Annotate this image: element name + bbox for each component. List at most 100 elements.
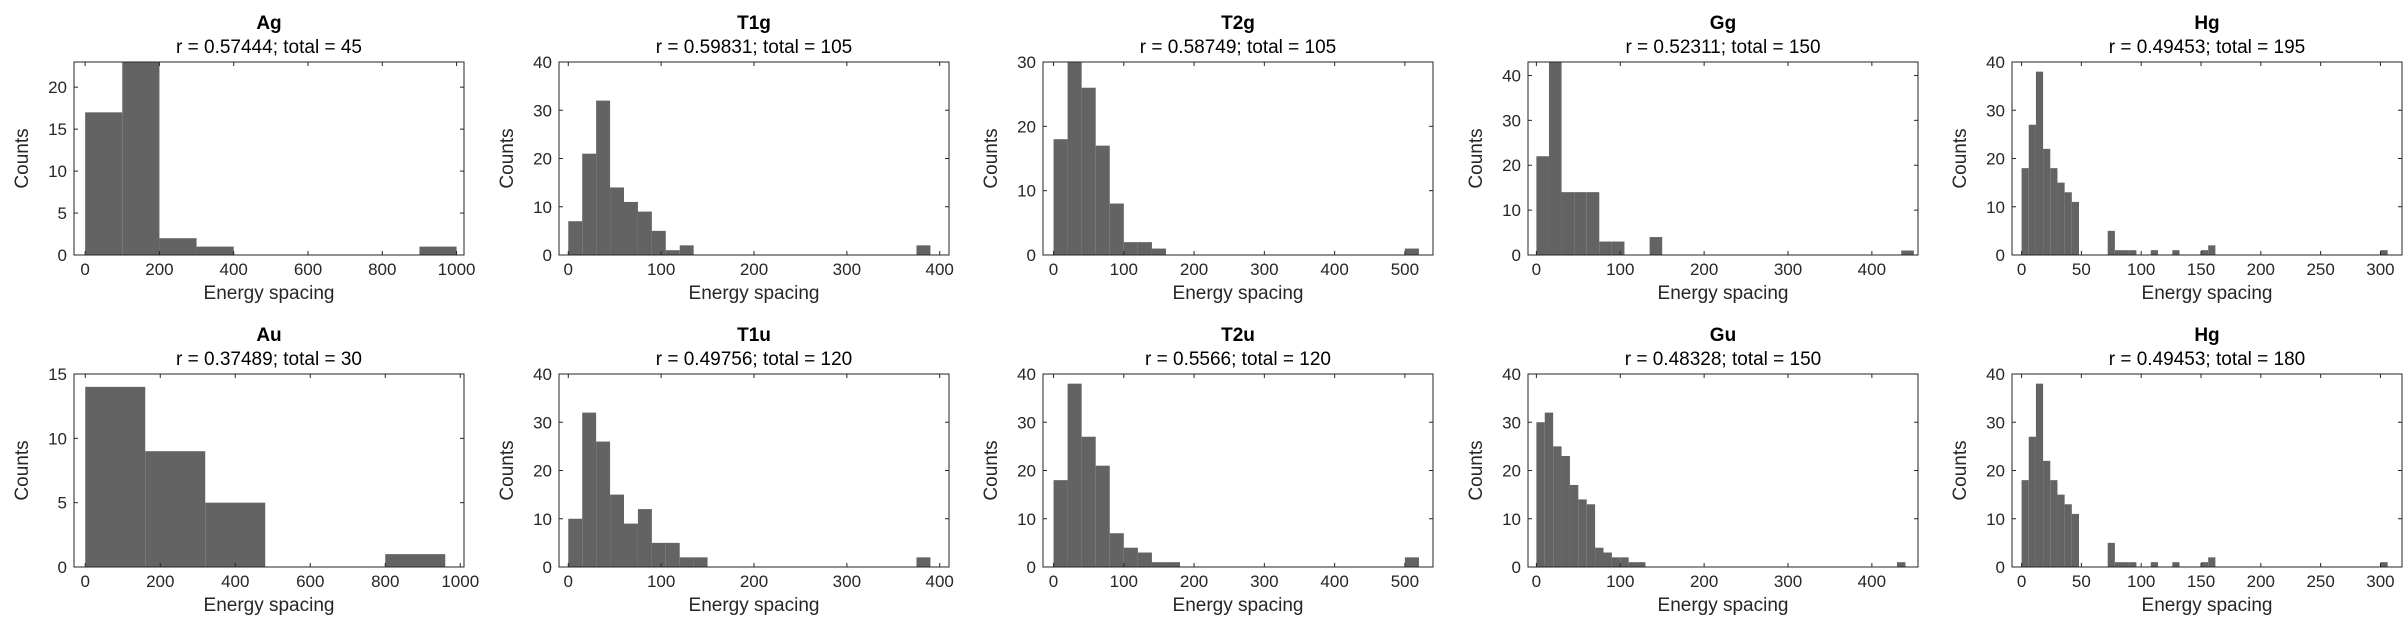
x-axis-label: Energy spacing — [1173, 595, 1304, 616]
y-tick-label: 20 — [1986, 462, 2005, 481]
x-tick-label: 400 — [1858, 260, 1886, 279]
y-tick-label: 20 — [1986, 150, 2005, 169]
y-tick-label: 10 — [1986, 198, 2005, 217]
y-tick-label: 20 — [48, 78, 67, 97]
histogram-bar — [2172, 250, 2180, 255]
histogram-bar — [651, 230, 666, 255]
histogram-bar — [2114, 562, 2123, 567]
histogram-bar — [1574, 192, 1587, 255]
chart-title: Gu — [1710, 325, 1736, 346]
x-tick-label: 500 — [1391, 572, 1419, 591]
x-tick-label: 200 — [1180, 572, 1208, 591]
histogram-bar — [1578, 499, 1587, 567]
histogram-bar — [1137, 552, 1152, 567]
histogram-bar — [2050, 168, 2058, 255]
histogram-bar — [1137, 242, 1152, 255]
y-axis-label: Counts — [1466, 128, 1487, 188]
chart-subtitle: r = 0.48328; total = 150 — [1625, 349, 1822, 370]
x-tick-label: 200 — [2247, 572, 2275, 591]
histogram-bar — [693, 557, 708, 567]
histogram-bar — [1109, 203, 1124, 255]
y-tick-label: 0 — [1996, 558, 2005, 577]
x-tick-label: 200 — [740, 572, 768, 591]
x-axis-label: Energy spacing — [2142, 283, 2273, 304]
y-tick-label: 10 — [48, 429, 67, 448]
histogram-bar — [2043, 460, 2051, 567]
y-axis-label: Counts — [1950, 128, 1971, 188]
histogram-bar — [596, 100, 611, 255]
x-axis-label: Energy spacing — [689, 283, 820, 304]
histogram-bar — [1561, 456, 1570, 567]
y-tick-label: 30 — [533, 101, 552, 120]
histogram-bar — [419, 246, 457, 255]
x-tick-label: 0 — [80, 260, 89, 279]
histogram-bar — [2035, 383, 2044, 567]
x-tick-label: 300 — [2366, 260, 2394, 279]
x-tick-label: 800 — [368, 260, 396, 279]
axes-box — [1527, 61, 1919, 256]
y-tick-label: 30 — [1017, 53, 1036, 72]
histogram-bar — [2050, 480, 2058, 567]
x-tick-label: 0 — [564, 572, 573, 591]
histogram-bar — [2201, 562, 2209, 567]
histogram-bar — [665, 542, 680, 567]
y-tick-label: 0 — [58, 246, 67, 265]
x-axis-label: Energy spacing — [1173, 283, 1304, 304]
histogram-bar — [1404, 248, 1419, 255]
histogram-bar — [1067, 62, 1082, 255]
histogram-panel: Gu r = 0.48328; total = 150 0 100 200 300 400 0… — [1466, 325, 1919, 616]
histogram-bar — [2107, 542, 2115, 567]
y-tick-label: 30 — [1502, 111, 1521, 130]
histogram-bar — [1586, 192, 1600, 255]
x-tick-label: 600 — [294, 260, 322, 279]
histogram-bar — [1095, 465, 1110, 567]
x-tick-label: 400 — [221, 572, 249, 591]
histogram-bar — [1611, 241, 1625, 255]
y-tick-label: 0 — [543, 558, 552, 577]
histogram-bar — [1544, 412, 1554, 567]
x-axis-label: Energy spacing — [204, 283, 335, 304]
histogram-bar — [610, 187, 624, 255]
x-tick-label: 250 — [2306, 260, 2334, 279]
y-tick-label: 30 — [1986, 413, 2005, 432]
x-tick-label: 800 — [371, 572, 399, 591]
histogram-bars — [1536, 62, 1914, 255]
histogram-bars — [2021, 71, 2388, 256]
chart-title: T1g — [737, 13, 771, 34]
histogram-bar — [1123, 547, 1138, 567]
x-tick-label: 300 — [1250, 572, 1278, 591]
histogram-bar — [582, 153, 597, 255]
x-tick-label: 100 — [1110, 260, 1138, 279]
histogram-bar — [1165, 562, 1181, 567]
x-tick-label: 600 — [296, 572, 324, 591]
histogram-bars — [1053, 383, 1419, 567]
y-tick-label: 40 — [1986, 365, 2005, 384]
chart-title: T1u — [737, 325, 771, 346]
y-tick-label: 40 — [1502, 365, 1521, 384]
histogram-bar — [85, 112, 123, 255]
x-tick-label: 300 — [833, 260, 861, 279]
y-tick-label: 10 — [1017, 182, 1036, 201]
x-tick-label: 400 — [220, 260, 248, 279]
chart-subtitle: r = 0.37489; total = 30 — [176, 349, 362, 370]
x-tick-label: 0 — [81, 572, 90, 591]
histogram-bar — [385, 554, 446, 567]
histogram-bar — [2129, 250, 2137, 255]
histogram-bar — [2208, 245, 2216, 255]
x-tick-label: 0 — [2017, 260, 2026, 279]
chart-subtitle: r = 0.59831; total = 105 — [656, 37, 853, 58]
y-tick-label: 20 — [533, 462, 552, 481]
histogram-bar — [2057, 494, 2065, 567]
chart-subtitle: r = 0.49453; total = 180 — [2109, 349, 2306, 370]
histogram-bar — [1628, 562, 1638, 567]
x-tick-label: 300 — [1774, 572, 1802, 591]
axes-box — [1042, 61, 1434, 256]
chart-subtitle: r = 0.5566; total = 120 — [1145, 349, 1331, 370]
y-tick-label: 10 — [1502, 510, 1521, 529]
y-tick-label: 0 — [1512, 246, 1521, 265]
histogram-bar — [2114, 250, 2123, 255]
y-axis-label: Counts — [497, 440, 518, 500]
histogram-bar — [1067, 383, 1082, 567]
y-tick-label: 0 — [1027, 246, 1036, 265]
